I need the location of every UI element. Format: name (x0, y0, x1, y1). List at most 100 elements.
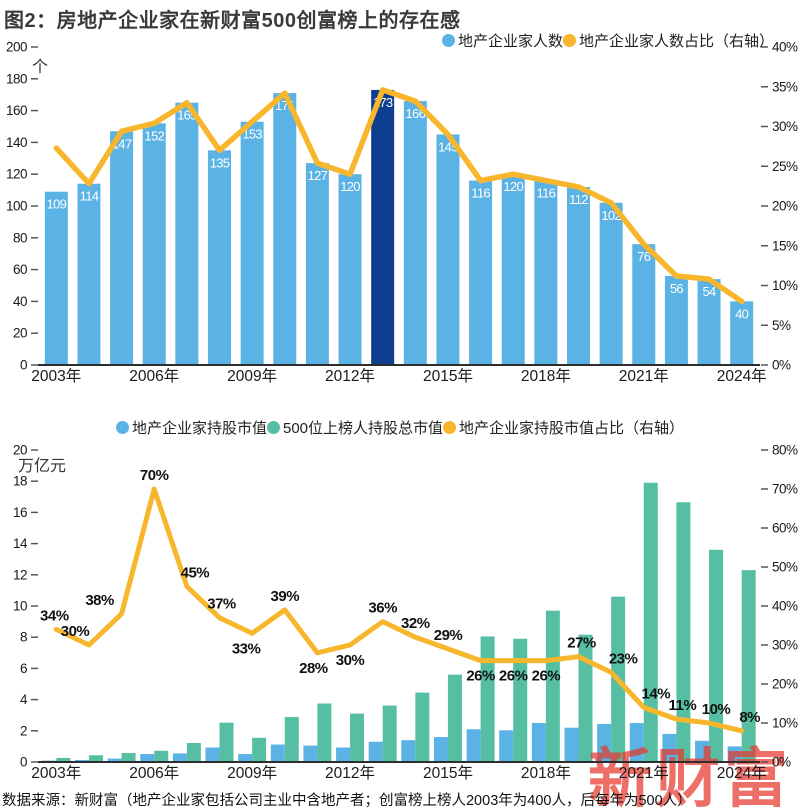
bar-value-label: 56 (670, 281, 684, 296)
axis-unit-label: 个 (32, 58, 48, 76)
bar-value-label: 112 (569, 192, 588, 207)
bar-entrepreneur-count-2021 (632, 244, 656, 365)
bar-entrepreneur-count-2006 (142, 123, 166, 365)
blue-dot-icon (441, 34, 455, 47)
pct-point-label: 30% (61, 623, 90, 640)
holdings-chart-legend: 地产企业家持股市值 500位上榜人持股总市值 地产企业家持股市值占比（右轴） (0, 417, 800, 438)
right-axis-label: 35% (772, 79, 798, 94)
bar-value-label: 116 (471, 186, 490, 201)
bar-entrepreneur-count-2022 (664, 275, 688, 365)
x-axis-label: 2006年 (129, 764, 179, 782)
bar-value-label: 116 (537, 186, 556, 201)
pct-point-label: 10% (702, 701, 731, 718)
bar-entrepreneur-count-2020 (599, 202, 623, 365)
bar-entrepreneur-count-2018 (534, 180, 558, 365)
legend-label: 地产企业家人数 (457, 33, 563, 50)
bar-total-holdings-2011 (317, 703, 332, 762)
bar-entrepreneur-count-2019 (567, 186, 590, 365)
right-axis-label: 10% (772, 716, 798, 731)
bar-value-label: 109 (47, 197, 67, 212)
bar-total-holdings-2019 (578, 634, 593, 762)
yellow-dot-icon (562, 34, 576, 47)
bar-re-holdings-2021 (629, 723, 644, 762)
pct-point-label: 32% (401, 615, 430, 632)
pct-point-label: 30% (336, 652, 365, 669)
right-axis-label: 40% (772, 599, 798, 614)
bar-entrepreneur-count-2010 (273, 93, 297, 366)
y-axis-label: 0 (20, 755, 27, 770)
bar-value-label: 120 (503, 179, 523, 194)
bar-entrepreneur-count-2012 (338, 174, 362, 365)
right-axis-label: 60% (772, 521, 798, 536)
right-axis-label: 40% (772, 40, 798, 55)
bar-total-holdings-2010 (284, 717, 299, 762)
bar-total-holdings-2003 (56, 757, 71, 762)
bar-re-holdings-2010 (270, 744, 285, 762)
y-axis-label: 40 (13, 294, 27, 309)
pct-point-label: 70% (140, 467, 169, 484)
holdings-chart: 新财富 0 2 4 6 8 10 12 14 16 18 20 0% 10% 20% 30% 40% 50% 60%… (13, 443, 799, 811)
pct-point-label: 36% (368, 600, 397, 617)
bar-value-label: 120 (340, 179, 360, 194)
x-axis-label: 2009年 (227, 367, 277, 385)
y-axis-label: 10 (13, 599, 27, 614)
bar-value-label: 127 (308, 168, 328, 183)
pct-point-label: 28% (299, 660, 328, 677)
bar-total-holdings-2009 (252, 737, 267, 762)
axis-unit-label: 万亿元 (18, 457, 66, 475)
bar-total-holdings-2005 (121, 752, 136, 762)
bar-re-holdings-2023 (695, 740, 710, 762)
pct-point-label: 26% (532, 668, 561, 685)
bar-entrepreneur-count-2009 (240, 121, 264, 365)
y-axis-label: 120 (6, 167, 27, 182)
y-axis-label: 80 (13, 230, 27, 245)
bar-total-holdings-2016 (480, 636, 495, 762)
right-axis-label: 25% (772, 159, 798, 174)
pct-line-count-share (53, 87, 745, 305)
legend-label: 地产企业家持股市值 (131, 420, 267, 437)
bar-total-holdings-2008 (219, 722, 234, 762)
x-axis-label: 2024年 (717, 367, 767, 385)
legend-item-count-share: 地产企业家人数占比（右轴） (562, 30, 774, 51)
y-axis-label: 16 (13, 505, 27, 520)
y-axis-label: 100 (6, 199, 27, 214)
bar-total-holdings-2012 (350, 713, 365, 762)
legend-label: 地产企业家持股市值占比（右轴） (459, 420, 685, 437)
bar-re-holdings-2004 (74, 759, 89, 762)
pct-point-label: 26% (466, 668, 495, 685)
bar-entrepreneur-count-2003 (44, 191, 68, 365)
bar-total-holdings-2014 (415, 692, 430, 762)
bar-re-holdings-2016 (466, 729, 481, 762)
bar-total-holdings-2013 (382, 705, 397, 762)
bar-value-label: 40 (735, 306, 749, 321)
bar-total-holdings-2017 (513, 638, 528, 762)
x-axis-label: 2003年 (31, 367, 81, 385)
x-axis-label: 2021年 (619, 367, 669, 385)
watermark: 新财富 (588, 743, 792, 811)
bar-entrepreneur-count-2004 (77, 183, 101, 365)
pct-point-label: 38% (85, 592, 114, 609)
bar-value-label: 54 (703, 284, 717, 299)
pct-point-label: 39% (271, 588, 300, 605)
x-axis-label: 2015年 (423, 367, 473, 385)
population-chart-legend: 地产企业家人数 地产企业家人数占比（右轴） (441, 30, 774, 51)
bar-re-holdings-2015 (433, 737, 448, 762)
right-axis-label: 0% (772, 755, 791, 770)
y-axis-label: 8 (20, 630, 27, 645)
y-axis-label: 60 (13, 262, 27, 277)
bar-entrepreneur-count-2016 (469, 180, 493, 365)
bar-total-holdings-2006 (154, 750, 169, 762)
blue-dot-icon (115, 421, 129, 434)
bar-re-holdings-2008 (205, 747, 220, 762)
x-axis-label: 2003年 (31, 764, 81, 782)
bar-total-holdings-2024 (741, 570, 756, 762)
y-axis-label: 140 (6, 135, 27, 150)
right-axis-label: 20% (772, 199, 798, 214)
pct-point-label: 26% (499, 668, 528, 685)
bar-entrepreneur-count-2023 (697, 279, 721, 365)
x-axis-label: 2012年 (325, 764, 375, 782)
bar-value-label: 114 (80, 189, 99, 204)
right-axis-label: 15% (772, 238, 798, 253)
right-axis-label: 10% (772, 278, 798, 293)
